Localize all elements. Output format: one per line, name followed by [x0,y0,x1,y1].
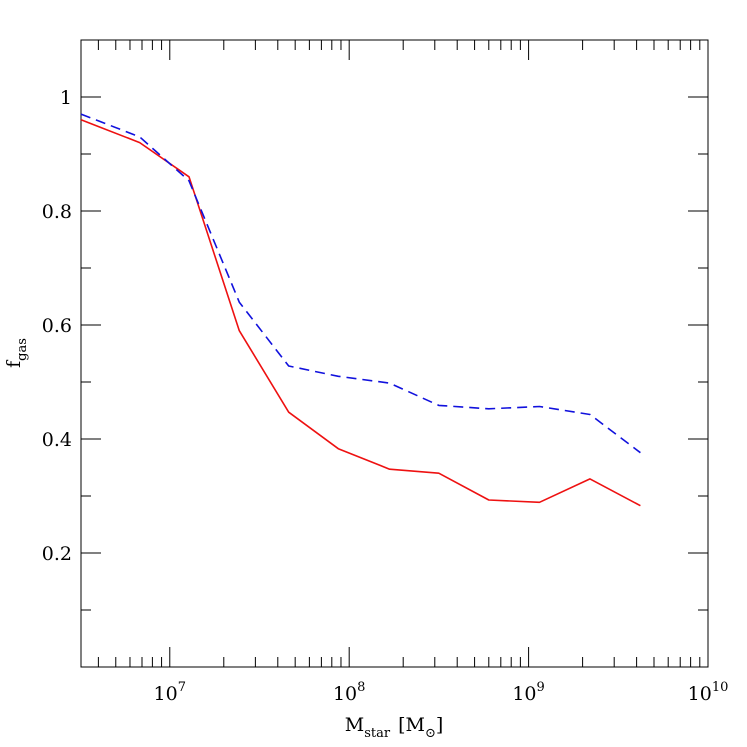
x-tick-label: 1010 [688,680,729,705]
x-axis-unit-close: ] [436,714,443,736]
x-axis-unit-sub: ⊙ [425,726,436,741]
x-axis-unit-open: [M [398,714,425,736]
plot-frame [80,39,709,668]
x-tick-label: 108 [333,680,365,705]
series-line-2 [80,113,641,454]
x-tick-label: 107 [154,680,186,705]
major-ticks [81,40,709,667]
y-tick-label: 0.4 [42,429,72,451]
y-tick-labels: 0.2 0.4 0.6 0.8 1 [42,87,72,565]
y-tick-label: 0.6 [42,315,72,337]
y-axis-label: fgas [3,338,30,368]
y-tick-label: 1 [60,87,72,109]
x-axis-label-sub: star [364,726,391,741]
x-axis-label: Mstar [M⊙] [345,714,444,741]
x-tick-labels: 107 108 109 1010 [154,680,729,705]
y-tick-label: 0.8 [42,201,72,223]
y-tick-label: 0.2 [42,543,72,565]
y-axis-label-sub: gas [15,338,30,361]
y-axis-label-main: f [3,359,25,368]
series-group [80,113,641,507]
x-tick-label: 109 [512,680,544,705]
x-axis-label-main: M [345,714,364,736]
minor-ticks [81,40,708,667]
series-line-1 [80,119,641,507]
